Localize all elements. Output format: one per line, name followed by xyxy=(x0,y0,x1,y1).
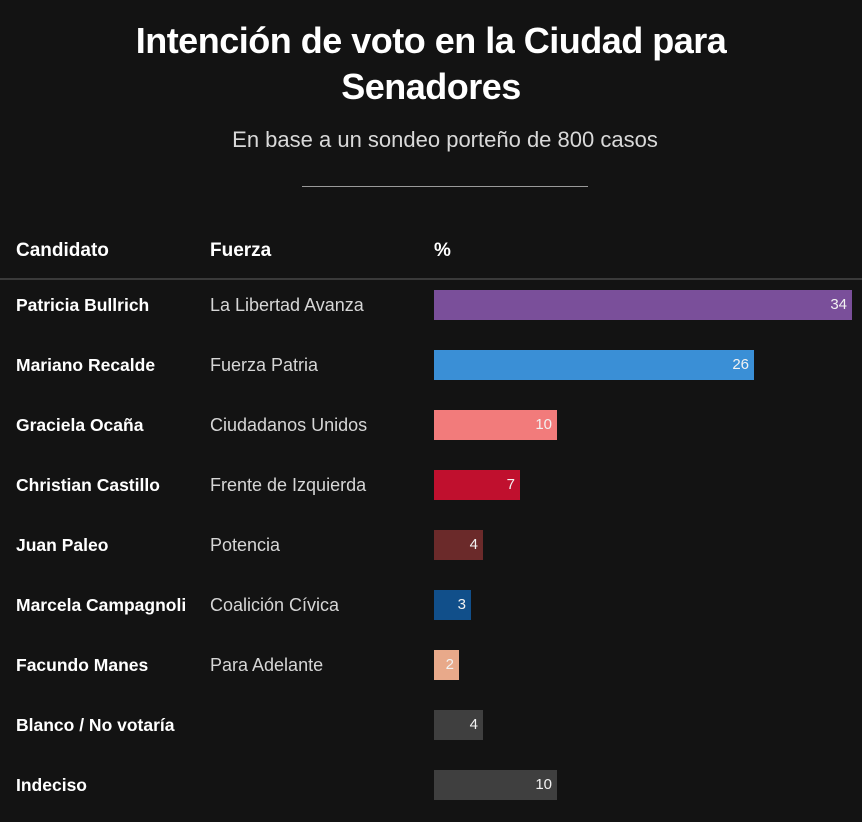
chart-row: Marcela Campagnoli Coalición Cívica 3 xyxy=(0,575,862,635)
chart-subtitle: En base a un sondeo porteño de 800 casos xyxy=(232,127,658,152)
party-label: Frente de Izquierda xyxy=(210,474,367,495)
bar-value-label: 10 xyxy=(535,776,552,793)
chart-row: Juan Paleo Potencia 4 xyxy=(0,515,862,575)
title-divider xyxy=(302,186,588,187)
bar: 10 xyxy=(434,410,557,440)
candidate-label: Christian Castillo xyxy=(16,475,160,495)
bar-value-label: 4 xyxy=(469,536,478,553)
bar: 7 xyxy=(434,470,520,500)
header-candidate: Candidato xyxy=(16,240,109,261)
candidate-label: Marcela Campagnoli xyxy=(16,595,187,615)
chart-title-line-1: Intención de voto en la Ciudad para xyxy=(135,20,727,61)
bar-value-label: 7 xyxy=(506,476,515,493)
bar: 3 xyxy=(434,590,471,620)
bar: 34 xyxy=(434,290,852,320)
bar-value-label: 26 xyxy=(732,356,749,373)
chart-row: Christian Castillo Frente de Izquierda 7 xyxy=(0,455,862,515)
party-label: Fuerza Patria xyxy=(210,354,319,375)
party-label: Potencia xyxy=(210,534,281,555)
bar: 4 xyxy=(434,710,483,740)
party-label: Ciudadanos Unidos xyxy=(210,414,368,435)
candidate-label: Patricia Bullrich xyxy=(16,295,150,315)
chart-row: Graciela Ocaña Ciudadanos Unidos 10 xyxy=(0,395,862,455)
chart-row: Patricia Bullrich La Libertad Avanza 34 xyxy=(0,275,862,335)
candidate-label: Graciela Ocaña xyxy=(16,415,144,435)
bar: 10 xyxy=(434,770,557,800)
chart-row: Blanco / No votaría 4 xyxy=(0,695,862,755)
chart-row: Indeciso 10 xyxy=(0,755,862,815)
candidate-label: Blanco / No votaría xyxy=(16,715,175,735)
bar: 2 xyxy=(434,650,459,680)
bar: 26 xyxy=(434,350,754,380)
bar-value-label: 3 xyxy=(457,596,466,613)
bar-value-label: 34 xyxy=(830,296,847,313)
party-label: Para Adelante xyxy=(210,654,324,675)
bar-value-label: 10 xyxy=(535,416,552,433)
candidate-label: Juan Paleo xyxy=(16,535,109,555)
bar-value-label: 2 xyxy=(445,656,454,673)
candidate-label: Indeciso xyxy=(16,775,87,795)
header-party: Fuerza xyxy=(210,240,272,261)
party-label: Coalición Cívica xyxy=(210,594,340,615)
bar-value-label: 4 xyxy=(469,716,478,733)
candidate-label: Mariano Recalde xyxy=(16,355,156,375)
bar: 4 xyxy=(434,530,483,560)
chart-row: Mariano Recalde Fuerza Patria 26 xyxy=(0,335,862,395)
header-divider xyxy=(0,278,862,280)
chart-row: Facundo Manes Para Adelante 2 xyxy=(0,635,862,695)
chart-title: Intención de voto en la Ciudad para Sena… xyxy=(0,18,862,110)
header-percent: % xyxy=(434,240,451,261)
chart-title-line-2: Senadores xyxy=(341,66,521,107)
party-label: La Libertad Avanza xyxy=(210,294,364,315)
candidate-label: Facundo Manes xyxy=(16,655,149,675)
